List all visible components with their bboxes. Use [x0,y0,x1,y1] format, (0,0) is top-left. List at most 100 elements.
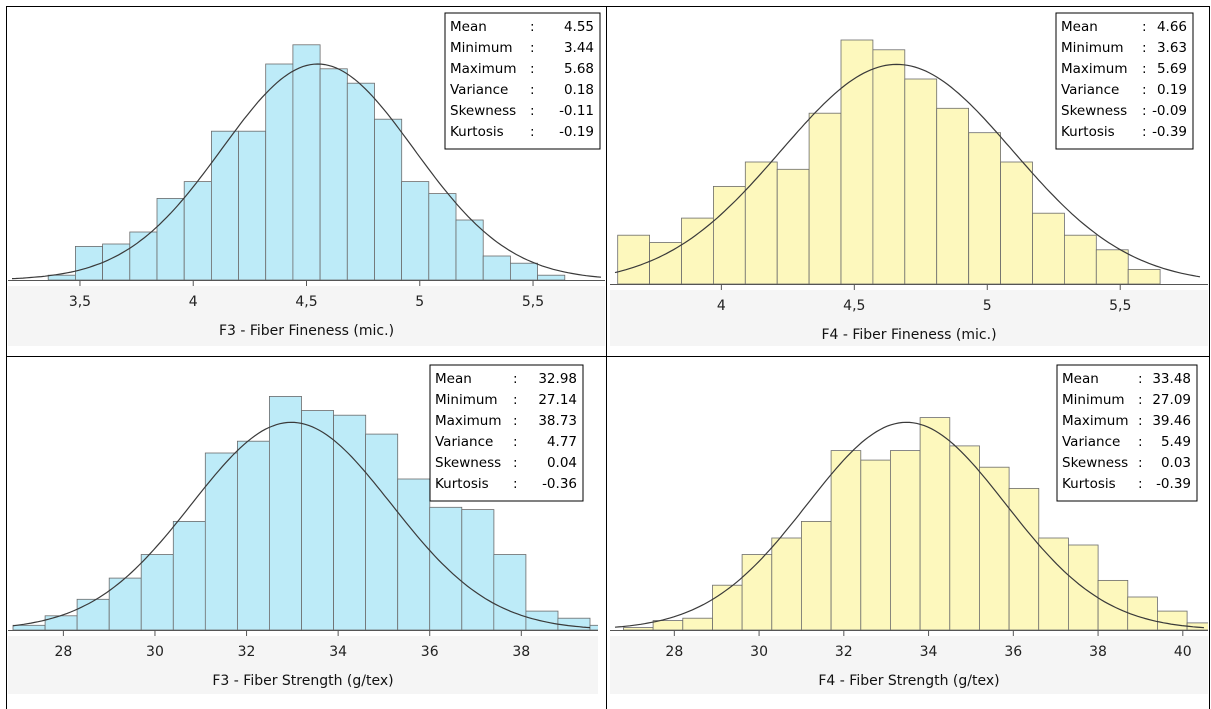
histogram-bar [741,554,773,631]
histogram-bar [919,417,951,631]
histogram-bar [365,433,399,631]
stat-value: 39.46 [1152,413,1191,429]
stat-label: Mean [435,371,472,387]
stat-label: Skewness [1061,103,1127,119]
histogram-bar [949,445,980,631]
stat-value: 33.48 [1152,371,1191,387]
histogram-bar [1127,596,1158,631]
stat-value: 3.44 [564,40,594,56]
histogram-bar [76,598,110,631]
stat-label: Variance [1062,434,1120,450]
stat-label: Kurtosis [450,124,504,140]
stat-colon: : [1142,61,1147,77]
histogram-bar [1008,487,1040,631]
x-tick-label: 5,5 [1109,298,1131,314]
stat-colon: : [1138,413,1143,429]
histogram-bar [292,44,321,281]
grid-line-top [6,6,1210,7]
stat-value: 4.55 [564,19,594,35]
x-axis-title: F4 - Fiber Fineness (mic.) [821,327,996,343]
x-tick-label: 5,5 [522,294,544,310]
x-tick-label: 36 [1004,644,1022,660]
histogram-bar [936,107,970,285]
histogram-bar [1097,579,1129,631]
x-tick-label: 32 [238,644,256,660]
histogram-bar [319,68,348,281]
x-axis-title: F3 - Fiber Strength (g/tex) [212,673,393,689]
x-tick-label: 40 [1174,644,1192,660]
histogram-bar [1157,610,1188,631]
x-tick-label: 4 [717,298,726,314]
histogram-bar [204,452,238,631]
histogram-bar [333,414,367,631]
histogram-bar [652,620,684,631]
stat-label: Kurtosis [435,476,489,492]
histogram-bar [482,255,511,281]
histogram-bar [1038,537,1069,631]
chart-panel-f4-fineness: 4 4,5 5 5,5 F4 - Fiber Fineness (mic.) Mean:4… [610,8,1208,346]
x-tick-label: 28 [665,644,683,660]
chart-svg-0: 3,5 4 4,5 5 5,5 F3 - Fiber Fineness (mic.) Mea… [8,8,605,346]
histogram-bar [47,274,76,281]
histogram-bar [265,63,294,281]
histogram-bar [12,624,46,631]
histogram-bar [129,231,158,281]
histogram-bar [830,450,862,631]
stat-colon: : [530,82,535,98]
stat-label: Maximum [1061,61,1128,77]
stat-colon: : [1138,392,1143,408]
grid-line-row [6,356,1210,357]
x-tick-label: 30 [146,644,164,660]
stat-value: 0.04 [547,455,577,471]
x-tick-label: 5 [983,298,992,314]
stat-label: Mean [450,19,487,35]
grid-line-middle [606,6,607,709]
stat-colon: : [1138,434,1143,450]
x-axis-title: F4 - Fiber Strength (g/tex) [818,673,999,689]
histogram-bar [537,274,566,281]
histogram-bar [1032,212,1065,285]
histogram-bar [1000,161,1033,285]
histogram-bar [156,197,185,281]
x-tick-label: 38 [1089,644,1107,660]
normal-curve [12,421,591,629]
stat-value: 5.69 [1157,61,1187,77]
histogram-bar [44,615,78,631]
stat-value: 0.19 [1157,82,1187,98]
histogram-bar [589,624,598,631]
bars-group [47,44,566,281]
stat-label: Kurtosis [1061,124,1115,140]
x-tick-label: 36 [421,644,439,660]
x-tick-label: 5 [415,294,424,310]
stat-value: -0.39 [1156,476,1191,492]
stat-label: Maximum [1062,413,1129,429]
chart-panel-f3-strength: 28 30 32 34 36 38 F3 - Fiber Strength (g/tex) M… [8,360,598,694]
stat-value: 38.73 [538,413,577,429]
stat-value: -0.09 [1152,103,1187,119]
histogram-bar [872,49,906,285]
histogram-bar [557,617,591,631]
histogram-bar [623,627,654,631]
histogram-bar [108,577,142,631]
histogram-bar [1127,268,1161,285]
histogram-bar [374,118,403,281]
normal-curve [614,63,1201,278]
x-axis-title: F3 - Fiber Fineness (mic.) [219,323,394,339]
stat-colon: : [513,434,518,450]
x-tick-label: 34 [329,644,347,660]
stat-label: Skewness [450,103,516,119]
stat-colon: : [1142,40,1147,56]
chart-svg-3: 28 30 32 34 36 38 40 F4 - Fiber Strength (g/tex… [610,360,1208,694]
normal-curve [11,63,602,280]
histogram-bar [210,130,239,281]
histogram-bar [301,410,334,631]
axis-band [8,286,605,346]
stat-colon: : [1142,19,1147,35]
stat-colon: : [530,40,535,56]
axis-band [610,290,1208,346]
stats-box [429,364,584,502]
x-tick-label: 30 [750,644,768,660]
stat-value: 3.63 [1157,40,1187,56]
stat-value: -0.11 [559,103,594,119]
stat-label: Skewness [435,455,501,471]
